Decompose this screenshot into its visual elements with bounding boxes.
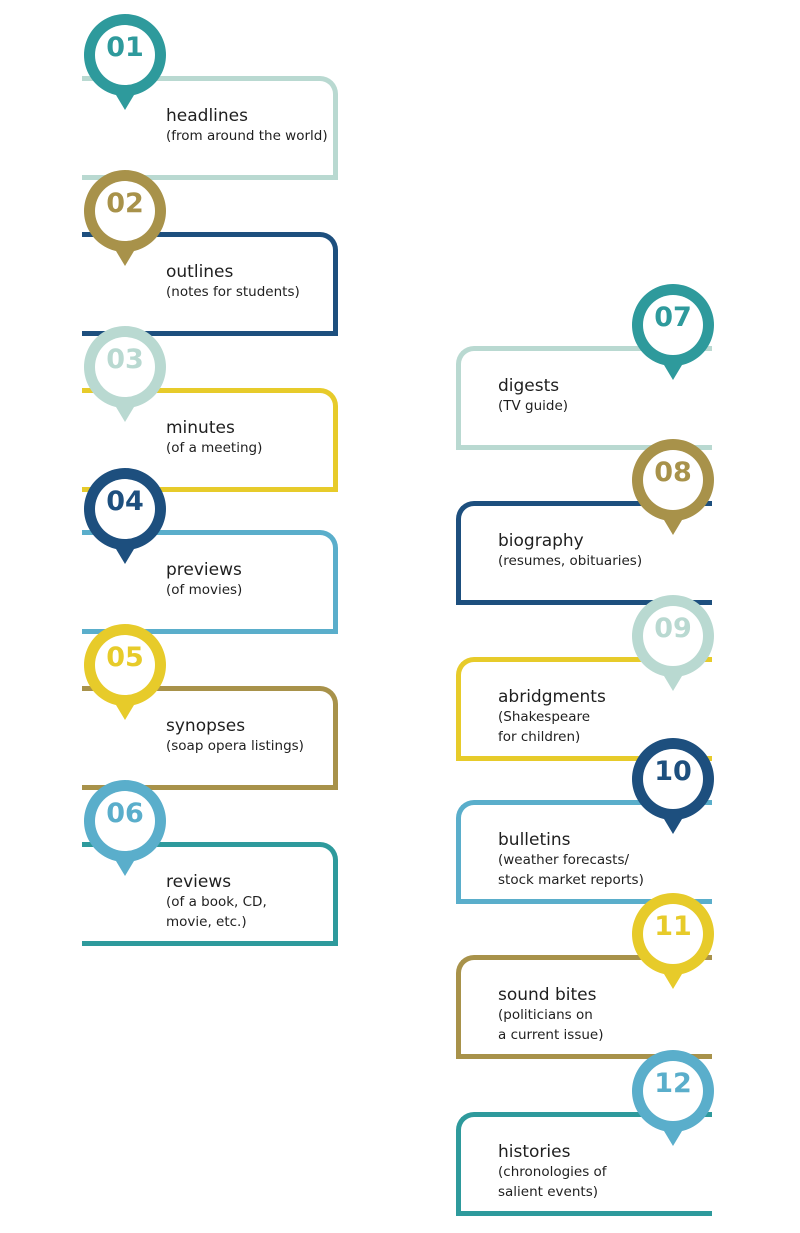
item-number: 11 <box>654 911 692 942</box>
item-number: 06 <box>106 798 144 829</box>
item-subtitle: (resumes, obituaries) <box>498 553 643 569</box>
item-subtitle: (notes for students) <box>166 284 300 300</box>
item-text: previews (of movies) <box>166 560 242 600</box>
item-07: 07 digests (TV guide) <box>456 282 716 452</box>
map-pin-icon: 10 <box>630 736 716 836</box>
item-subtitle: (soap opera listings) <box>166 738 304 754</box>
map-pin-icon: 08 <box>630 437 716 537</box>
item-02: 02 outlines (notes for students) <box>82 168 342 338</box>
item-frame <box>456 800 712 904</box>
item-text: biography (resumes, obituaries) <box>498 531 642 571</box>
item-number: 12 <box>654 1068 692 1099</box>
item-text: reviews (of a book, CD, movie, etc.) <box>166 872 267 932</box>
map-pin-icon: 02 <box>82 168 168 268</box>
item-title: outlines <box>166 262 234 282</box>
item-number: 02 <box>106 188 144 219</box>
item-frame <box>456 955 712 1059</box>
item-title: histories <box>498 1142 571 1162</box>
item-frame <box>82 388 338 492</box>
item-title: reviews <box>166 872 232 892</box>
item-frame <box>82 232 338 336</box>
item-subtitle: (of movies) <box>166 582 243 598</box>
item-text: outlines (notes for students) <box>166 262 300 302</box>
item-06: 06 reviews (of a book, CD, movie, etc.) <box>82 778 342 948</box>
map-pin-icon: 03 <box>82 324 168 424</box>
item-frame <box>456 346 712 450</box>
item-title: synopses <box>166 716 246 736</box>
map-pin-icon: 01 <box>82 12 168 112</box>
item-frame <box>456 501 712 605</box>
map-pin-icon: 07 <box>630 282 716 382</box>
item-title: minutes <box>166 418 235 438</box>
item-text: histories (chronologies of salient events… <box>498 1142 607 1202</box>
item-title: biography <box>498 531 584 551</box>
item-number: 09 <box>654 613 692 644</box>
item-number: 10 <box>654 756 692 787</box>
item-frame <box>82 842 338 946</box>
item-text: bulletins (weather forecasts/ stock marke… <box>498 830 644 890</box>
item-number: 05 <box>106 642 144 673</box>
map-pin-icon: 04 <box>82 466 168 566</box>
item-text: sound bites (politicians on a current iss… <box>498 985 604 1045</box>
item-subtitle: (of a book, CD, movie, etc.) <box>166 894 267 930</box>
item-subtitle: (from around the world) <box>166 128 328 144</box>
item-title: headlines <box>166 106 248 126</box>
item-frame <box>82 76 338 180</box>
item-subtitle: (chronologies of salient events) <box>498 1164 607 1200</box>
item-title: previews <box>166 560 242 580</box>
item-title: sound bites <box>498 985 597 1005</box>
item-04: 04 previews (of movies) <box>82 466 342 636</box>
item-title: digests <box>498 376 560 396</box>
item-01: 01 headlines (from around the world) <box>82 12 342 182</box>
item-frame <box>82 686 338 790</box>
item-frame <box>82 530 338 634</box>
map-pin-icon: 11 <box>630 891 716 991</box>
item-text: digests (TV guide) <box>498 376 568 416</box>
item-text: headlines (from around the world) <box>166 106 328 146</box>
map-pin-icon: 05 <box>82 622 168 722</box>
item-03: 03 minutes (of a meeting) <box>82 324 342 494</box>
item-subtitle: (TV guide) <box>498 398 569 414</box>
item-08: 08 biography (resumes, obituaries) <box>456 437 716 607</box>
item-text: synopses (soap opera listings) <box>166 716 304 756</box>
item-12: 12 histories (chronologies of salient even… <box>456 1048 716 1218</box>
item-number: 08 <box>654 457 692 488</box>
item-title: abridgments <box>498 687 606 707</box>
item-09: 09 abridgments (Shakespeare for children) <box>456 593 716 763</box>
item-text: minutes (of a meeting) <box>166 418 262 458</box>
item-number: 03 <box>106 344 144 375</box>
map-pin-icon: 06 <box>82 778 168 878</box>
item-title: bulletins <box>498 830 571 850</box>
item-subtitle: (Shakespeare for children) <box>498 709 591 745</box>
item-subtitle: (weather forecasts/ stock market reports… <box>498 852 644 888</box>
item-05: 05 synopses (soap opera listings) <box>82 622 342 792</box>
item-frame <box>456 657 712 761</box>
item-number: 07 <box>654 302 692 333</box>
item-10: 10 bulletins (weather forecasts/ stock mar… <box>456 736 716 906</box>
map-pin-icon: 12 <box>630 1048 716 1148</box>
map-pin-icon: 09 <box>630 593 716 693</box>
item-text: abridgments (Shakespeare for children) <box>498 687 606 747</box>
item-frame <box>456 1112 712 1216</box>
item-number: 01 <box>106 32 144 63</box>
item-11: 11 sound bites (politicians on a current i… <box>456 891 716 1061</box>
item-subtitle: (politicians on a current issue) <box>498 1007 604 1043</box>
item-subtitle: (of a meeting) <box>166 440 263 456</box>
item-number: 04 <box>106 486 144 517</box>
